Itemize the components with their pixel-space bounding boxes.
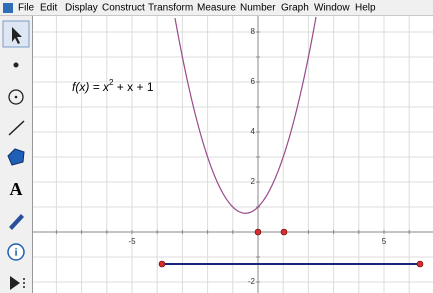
info-tool[interactable]: i — [7, 243, 25, 261]
y-tick-label: 4 — [251, 127, 256, 136]
menu-bg — [0, 0, 433, 16]
x-tick-label: 5 — [382, 237, 387, 246]
custom-tool[interactable] — [10, 276, 25, 290]
grid — [33, 16, 433, 293]
line-tool[interactable] — [8, 120, 25, 136]
menu-item[interactable]: Measure — [197, 3, 236, 14]
menu-item[interactable]: File — [18, 3, 35, 14]
marker-tool[interactable] — [9, 214, 24, 230]
y-tick-label: -2 — [248, 277, 256, 286]
segment-endpoint[interactable] — [158, 260, 166, 268]
toolbar: A i — [0, 16, 33, 293]
x-tick-label: -5 — [128, 237, 136, 246]
menu-item[interactable]: Transform — [148, 3, 193, 14]
function-rest: + x + 1 — [113, 80, 153, 94]
point-tool[interactable] — [13, 62, 19, 68]
y-tick-label: 6 — [251, 77, 256, 86]
origin-point[interactable] — [254, 228, 262, 236]
svg-text:i: i — [14, 247, 17, 259]
segment-endpoint[interactable] — [416, 260, 424, 268]
menu-item[interactable]: Help — [355, 3, 376, 14]
parabola — [174, 16, 317, 214]
menu-item[interactable]: Window — [314, 3, 350, 14]
function-label: f(x) = x2 + x + 1 — [72, 78, 154, 94]
axes: -5 5 8 6 4 2 -2 — [33, 16, 433, 293]
unit-point[interactable] — [280, 228, 288, 236]
compass-tool[interactable] — [8, 89, 24, 105]
app-icon — [3, 3, 13, 13]
menu-item[interactable]: Edit — [40, 3, 57, 14]
menu-item[interactable]: Graph — [281, 3, 309, 14]
menu-item[interactable]: Number — [240, 3, 276, 14]
menu-bar: File Edit Display Construct Transform Measure… — [0, 0, 433, 16]
select-tool[interactable] — [12, 27, 22, 44]
y-tick-label: 2 — [251, 177, 256, 186]
menu-item[interactable]: Display — [65, 3, 98, 14]
menu-item[interactable]: Construct — [102, 3, 145, 14]
function-name: f(x) = x — [72, 80, 110, 94]
text-tool[interactable]: A — [10, 179, 23, 199]
function-exponent: 2 — [109, 78, 114, 87]
y-tick-label: 8 — [251, 27, 256, 36]
polygon-tool[interactable] — [7, 148, 25, 166]
